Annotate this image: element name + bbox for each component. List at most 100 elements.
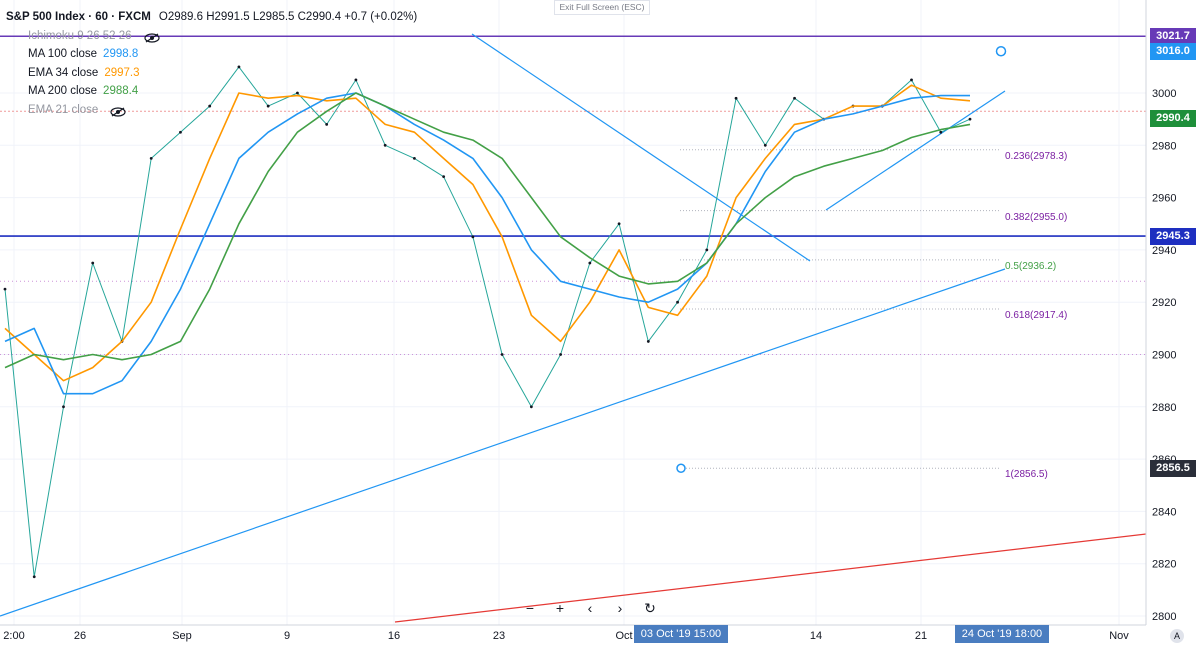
crosshair-time-tag-2: 24 Oct '19 18:00 [955, 625, 1049, 643]
price-point [266, 104, 270, 108]
time-tick-label: 2:00 [3, 630, 24, 642]
price-point [208, 104, 212, 108]
time-tick-label: 23 [493, 630, 505, 642]
time-tick-label: 9 [284, 630, 290, 642]
price-point [237, 65, 241, 69]
plus-icon[interactable]: + [555, 600, 565, 616]
price-point [968, 117, 972, 121]
indicator-value: 2988.4 [103, 85, 139, 97]
price-point [149, 156, 153, 160]
indicator-name: Ichimoku 9 26 52 26 [28, 29, 132, 42]
price-tick-label: 2980 [1152, 140, 1176, 152]
price-tick-label: 2820 [1152, 559, 1176, 571]
indicator-value: 2998.8 [103, 48, 139, 60]
time-axis-labels: 2:00 26 Sep 9 16 23 Oct 14 21 Nov [3, 630, 1129, 642]
chevron-right-icon[interactable]: › [617, 600, 623, 616]
price-point [529, 405, 533, 409]
price-tick-label: 2800 [1152, 611, 1176, 623]
price-tick-label: 2920 [1152, 297, 1176, 309]
legend-indicator-row[interactable]: MA 100 close 2998.8 [6, 45, 417, 64]
resistance-trendline [471, 33, 811, 262]
time-tick-label: Oct [615, 630, 632, 642]
legend-indicator-row[interactable]: EMA 21 close [6, 101, 417, 120]
price-point [354, 78, 358, 82]
price-tick-label: 2940 [1152, 245, 1176, 257]
eye-off-icon[interactable] [143, 31, 160, 43]
price-point [62, 405, 65, 409]
price-axis-labels: 2800282028402860288029002920294029602980… [1152, 88, 1176, 623]
price-tag-label: 3016.0 [1150, 42, 1196, 60]
price-point [910, 78, 913, 82]
price-point [939, 130, 943, 134]
legend-indicator-row[interactable]: EMA 34 close 2997.3 [6, 64, 417, 83]
fib-level-label: 0.382(2955.0) [1005, 211, 1068, 223]
series-line-0 [4, 66, 971, 578]
price-point [442, 175, 446, 179]
chart-legend: S&P 500 Index · 60 · FXCM O2989.6 H2991.… [6, 8, 417, 119]
trend-lines [0, 33, 1147, 623]
support-trendline [0, 268, 1006, 617]
time-tick-label: 21 [915, 630, 927, 642]
price-tick-label: 2880 [1152, 402, 1176, 414]
chart-marks [676, 46, 1007, 474]
price-point [734, 96, 738, 100]
price-axis-bg [1146, 0, 1196, 625]
time-tick-label: 14 [810, 630, 822, 642]
price-point [32, 575, 36, 579]
time-tick-label: 26 [74, 630, 86, 642]
eye-off-icon[interactable] [110, 105, 126, 117]
series-line-3 [4, 92, 971, 369]
series-lines [3, 65, 972, 579]
fib-level-label: 0.5(2936.2) [1005, 260, 1057, 272]
price-tick-label: 2900 [1152, 350, 1176, 362]
chevron-left-icon[interactable]: ‹ [587, 600, 593, 616]
legend-indicator-row[interactable]: MA 200 close 2988.4 [6, 82, 417, 101]
price-point [676, 300, 679, 304]
price-tag-label: 2856.5 [1150, 459, 1196, 477]
price-point [588, 261, 592, 265]
crosshair-time-tag-1: 03 Oct '19 15:00 [634, 625, 728, 643]
price-point [617, 222, 621, 226]
symbol-title[interactable]: S&P 500 Index · 60 · FXCM [6, 11, 151, 23]
price-point [646, 340, 650, 343]
minus-icon[interactable]: − [525, 600, 535, 616]
series-line-1 [4, 84, 971, 382]
ohlc-values: O2989.6 H2991.5 L2985.5 C2990.4 +0.7 (+0… [158, 11, 418, 23]
time-tick-label: Sep [172, 630, 192, 642]
horizontal-lines [0, 35, 1146, 469]
indicator-name: MA 200 close [28, 85, 98, 97]
fib-anchor-high [995, 46, 1007, 57]
indicator-name: EMA 21 close [28, 103, 99, 116]
price-point [412, 156, 416, 160]
price-tick-label: 2960 [1152, 193, 1176, 205]
channel-trendline [825, 90, 1006, 211]
price-point [763, 143, 767, 147]
indicator-name: MA 100 close [28, 48, 98, 60]
time-tick-label: Nov [1109, 630, 1129, 642]
price-point [383, 143, 387, 147]
series-line-2 [4, 92, 970, 395]
auto-scale-icon[interactable]: A [1170, 629, 1184, 643]
indicator-value: 2997.3 [104, 66, 140, 79]
indicator-name: EMA 34 close [28, 66, 99, 79]
legend-indicator-row[interactable]: Ichimoku 9 26 52 26 [6, 27, 417, 46]
price-point [3, 287, 7, 291]
price-point [91, 261, 95, 265]
price-point [705, 248, 709, 252]
price-point [325, 122, 329, 126]
price-tag-label: 2990.4 [1150, 109, 1196, 127]
price-point [296, 91, 299, 95]
price-point [500, 353, 504, 356]
fib-level-label: 0.618(2917.4) [1005, 309, 1068, 321]
fib-level-label: 1(2856.5) [1005, 469, 1048, 481]
exit-fullscreen-button[interactable]: Exit Full Screen (ESC) [554, 0, 650, 15]
reset-icon[interactable]: ↻ [644, 600, 656, 616]
price-tag-label: 3021.7 [1150, 27, 1196, 45]
price-tick-label: 3000 [1152, 88, 1176, 100]
time-tick-label: 16 [388, 630, 400, 642]
price-point [179, 130, 182, 134]
chart-navigation-toolbar: − + ‹ › ↻ [518, 597, 662, 619]
price-point [471, 235, 475, 239]
long-term-trendline [394, 533, 1147, 623]
